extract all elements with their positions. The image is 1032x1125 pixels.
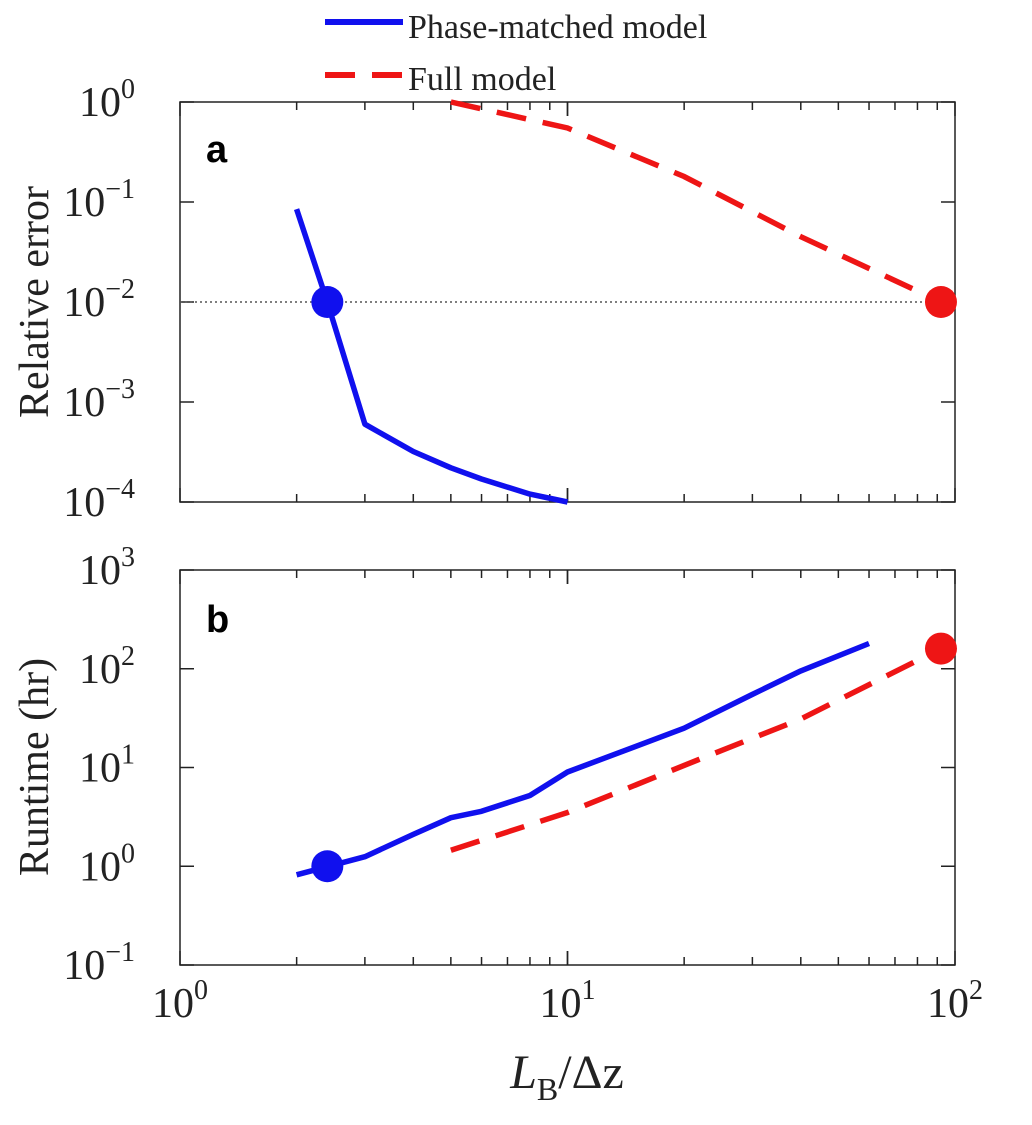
panel-b-frame — [179, 569, 956, 966]
y-tick-mantissa: 10 — [79, 548, 121, 594]
x-axis-label: LB/Δz — [509, 1046, 624, 1107]
y-tick-label: 102 — [79, 641, 135, 693]
y-tick-exponent: −4 — [105, 474, 135, 505]
y-tick-label: 10−1 — [63, 174, 135, 226]
y-tick-mantissa: 10 — [63, 280, 105, 326]
y-tick-mantissa: 10 — [79, 80, 121, 126]
y-tick-exponent: −1 — [105, 174, 135, 205]
y-tick-mantissa: 10 — [63, 180, 105, 226]
y-tick-exponent: −3 — [105, 374, 135, 405]
x-tick-labels: 100 101 102 — [152, 975, 983, 1027]
y-tick-label: 10−1 — [63, 937, 135, 989]
y-tick-mantissa: 10 — [63, 380, 105, 426]
panel-b-ticks — [179, 569, 956, 966]
legend: Phase-matched model Full model — [325, 9, 707, 98]
x-axis-label-main: L — [509, 1046, 537, 1099]
x-axis-label-rest: /Δz — [558, 1046, 624, 1099]
panel-a-phase-series — [293, 208, 569, 505]
x-tick-mantissa: 10 — [927, 981, 969, 1027]
panel-a-ticks — [179, 101, 956, 503]
panel-b-full-marker — [924, 632, 957, 665]
y-tick-exponent: 0 — [121, 74, 135, 105]
panel-b-full-series — [450, 642, 956, 853]
panel-b-ylabel: Runtime (hr) — [12, 658, 58, 876]
panel-a-full-series — [450, 99, 957, 312]
y-tick-mantissa: 10 — [63, 480, 105, 526]
panel-b-label: b — [206, 599, 229, 641]
panel-a-ylabel: Relative error — [12, 186, 58, 418]
x-tick-mantissa: 10 — [540, 981, 582, 1027]
y-tick-exponent: 2 — [121, 641, 135, 672]
x-tick-label: 100 — [152, 975, 208, 1027]
y-tick-mantissa: 10 — [63, 943, 105, 989]
y-tick-exponent: 0 — [121, 838, 135, 869]
x-tick-exponent: 0 — [194, 975, 208, 1006]
x-axis-label-sub: B — [537, 1071, 558, 1107]
y-tick-mantissa: 10 — [79, 844, 121, 890]
y-tick-exponent: −2 — [105, 274, 135, 305]
x-tick-exponent: 1 — [582, 975, 596, 1006]
x-tick-label: 102 — [927, 975, 983, 1027]
y-tick-exponent: 3 — [121, 542, 135, 573]
y-tick-label: 100 — [79, 74, 135, 126]
x-tick-mantissa: 10 — [152, 981, 194, 1027]
panel-a-label: a — [206, 129, 228, 171]
panel-b-phase-series — [295, 640, 871, 878]
y-tick-mantissa: 10 — [79, 647, 121, 693]
y-tick-exponent: 1 — [121, 740, 135, 771]
y-tick-label: 10−4 — [63, 474, 135, 526]
x-tick-label: 101 — [540, 975, 596, 1027]
y-tick-exponent: −1 — [105, 937, 135, 968]
x-tick-exponent: 2 — [969, 975, 983, 1006]
y-tick-label: 10−3 — [63, 374, 135, 426]
y-tick-mantissa: 10 — [79, 746, 121, 792]
panel-a-full-marker — [924, 286, 957, 318]
y-tick-label: 103 — [79, 542, 135, 594]
panel-b-phase-marker — [311, 850, 344, 883]
y-tick-label: 101 — [79, 740, 135, 792]
legend-phase-label: Phase-matched model — [408, 9, 707, 46]
y-tick-label: 10−2 — [63, 274, 135, 326]
panel-a-phase-marker — [311, 286, 344, 318]
legend-full-label: Full model — [408, 61, 556, 98]
y-tick-label: 100 — [79, 838, 135, 890]
